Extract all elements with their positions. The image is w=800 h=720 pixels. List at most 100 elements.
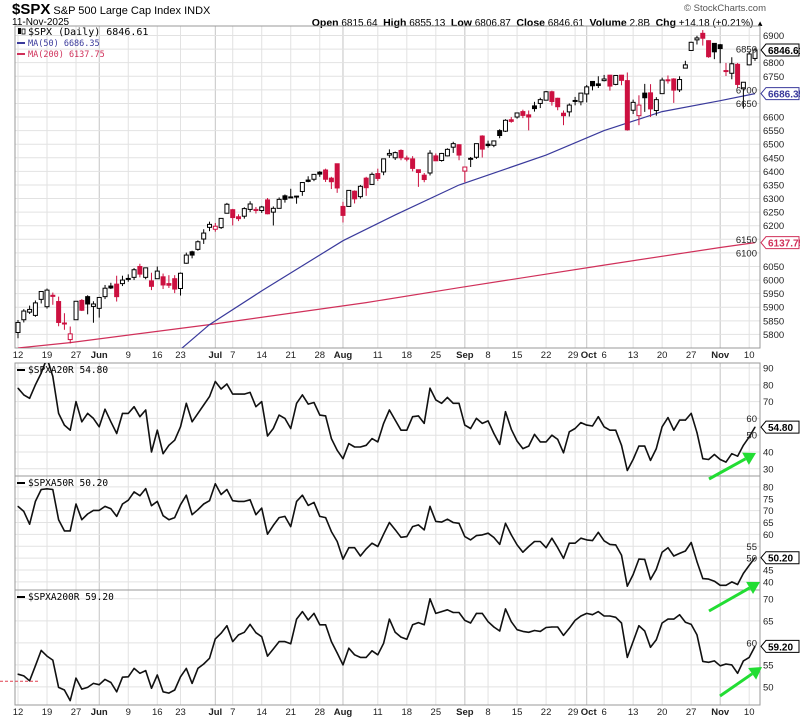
date-tick-label: 12: [13, 707, 24, 718]
data-point: [638, 445, 640, 447]
data-point: [237, 500, 240, 503]
data-point: [423, 529, 425, 531]
candle: [102, 284, 108, 300]
candle-body: [711, 42, 717, 53]
data-point: [446, 609, 449, 611]
candle-body: [560, 112, 566, 117]
y-tick-label: 6250: [763, 208, 784, 219]
candle-body: [630, 101, 636, 111]
green-arrow-icon: [719, 667, 762, 698]
candle: [746, 51, 752, 66]
data-point: [400, 636, 402, 638]
data-point: [678, 419, 681, 421]
chart-title: $SPX S&P 500 Large Cap Index INDX: [12, 1, 210, 18]
data-point: [365, 548, 367, 550]
candle: [433, 153, 439, 162]
y-tick-label: 6000: [763, 276, 784, 287]
data-point: [377, 545, 379, 548]
data-point: [528, 631, 530, 633]
data-point: [156, 674, 158, 676]
green-arrow-icon: [708, 452, 756, 481]
data-point: [58, 412, 60, 414]
data-point: [586, 424, 588, 426]
candle-body: [485, 143, 491, 147]
data-point: [133, 667, 135, 670]
data-point: [313, 401, 315, 404]
date-tick-label: Aug: [334, 350, 353, 361]
data-point: [278, 516, 280, 519]
data-point: [470, 539, 472, 541]
candle: [711, 42, 717, 60]
indicator-legend: $SPXA200R 59.20: [28, 592, 114, 603]
candle-body: [415, 169, 421, 173]
candle: [143, 267, 149, 280]
y-tick-label: 60: [746, 638, 757, 649]
data-point: [284, 515, 286, 517]
candle: [642, 83, 648, 112]
date-tick-label: 22: [541, 350, 552, 361]
candle-body: [328, 177, 334, 183]
candle: [148, 272, 154, 291]
data-point: [278, 640, 280, 643]
data-point: [516, 544, 518, 546]
last-value-tag-box: [760, 639, 800, 653]
data-point: [69, 429, 71, 431]
data-point: [696, 432, 698, 434]
data-point: [52, 375, 54, 378]
data-point: [423, 422, 425, 425]
date-tick-label: 20: [657, 707, 668, 718]
candle-body: [410, 158, 416, 169]
data-point: [185, 667, 187, 670]
candle-body: [456, 144, 462, 156]
candle: [665, 75, 671, 84]
y-tick-label: 6400: [763, 167, 784, 178]
data-point: [522, 630, 524, 633]
candle-body: [706, 40, 712, 58]
candle: [619, 74, 625, 86]
data-point: [429, 505, 431, 507]
data-point: [470, 622, 472, 624]
candle: [276, 197, 282, 209]
data-point: [406, 429, 408, 431]
data-point: [110, 508, 112, 510]
y-tick-label: 6900: [763, 31, 784, 42]
data-point: [63, 530, 66, 532]
data-point: [394, 631, 396, 633]
data-point: [301, 610, 303, 613]
data-point: [638, 558, 640, 560]
candle: [207, 221, 213, 232]
data-point: [295, 618, 298, 620]
date-tick-label: 11: [373, 350, 383, 361]
data-point: [690, 623, 692, 625]
candle: [230, 208, 236, 226]
candle-body: [259, 206, 265, 212]
candlestick-icon: [18, 28, 21, 34]
data-point: [179, 676, 182, 678]
y-tick-label: 50: [763, 682, 774, 693]
panel-border: [14, 25, 761, 349]
data-point: [725, 584, 727, 586]
data-point: [69, 530, 71, 532]
data-point: [342, 664, 344, 666]
data-point: [441, 610, 443, 613]
candle-body: [671, 78, 677, 91]
data-point: [673, 429, 675, 431]
indicator-line: [17, 363, 756, 472]
candle-body: [207, 223, 213, 228]
y-tick-label: 6600: [763, 113, 784, 124]
data-point: [139, 416, 141, 418]
date-tick-label: 10: [744, 350, 755, 361]
data-point: [243, 500, 245, 503]
data-point: [150, 687, 153, 689]
data-point: [464, 424, 466, 426]
candle-body: [682, 64, 688, 69]
candle: [560, 110, 566, 126]
candle: [427, 150, 433, 176]
data-point: [92, 682, 95, 685]
date-tick-label: 18: [402, 707, 413, 718]
data-point: [324, 624, 327, 626]
candle-body: [549, 91, 555, 103]
data-point: [748, 564, 750, 566]
